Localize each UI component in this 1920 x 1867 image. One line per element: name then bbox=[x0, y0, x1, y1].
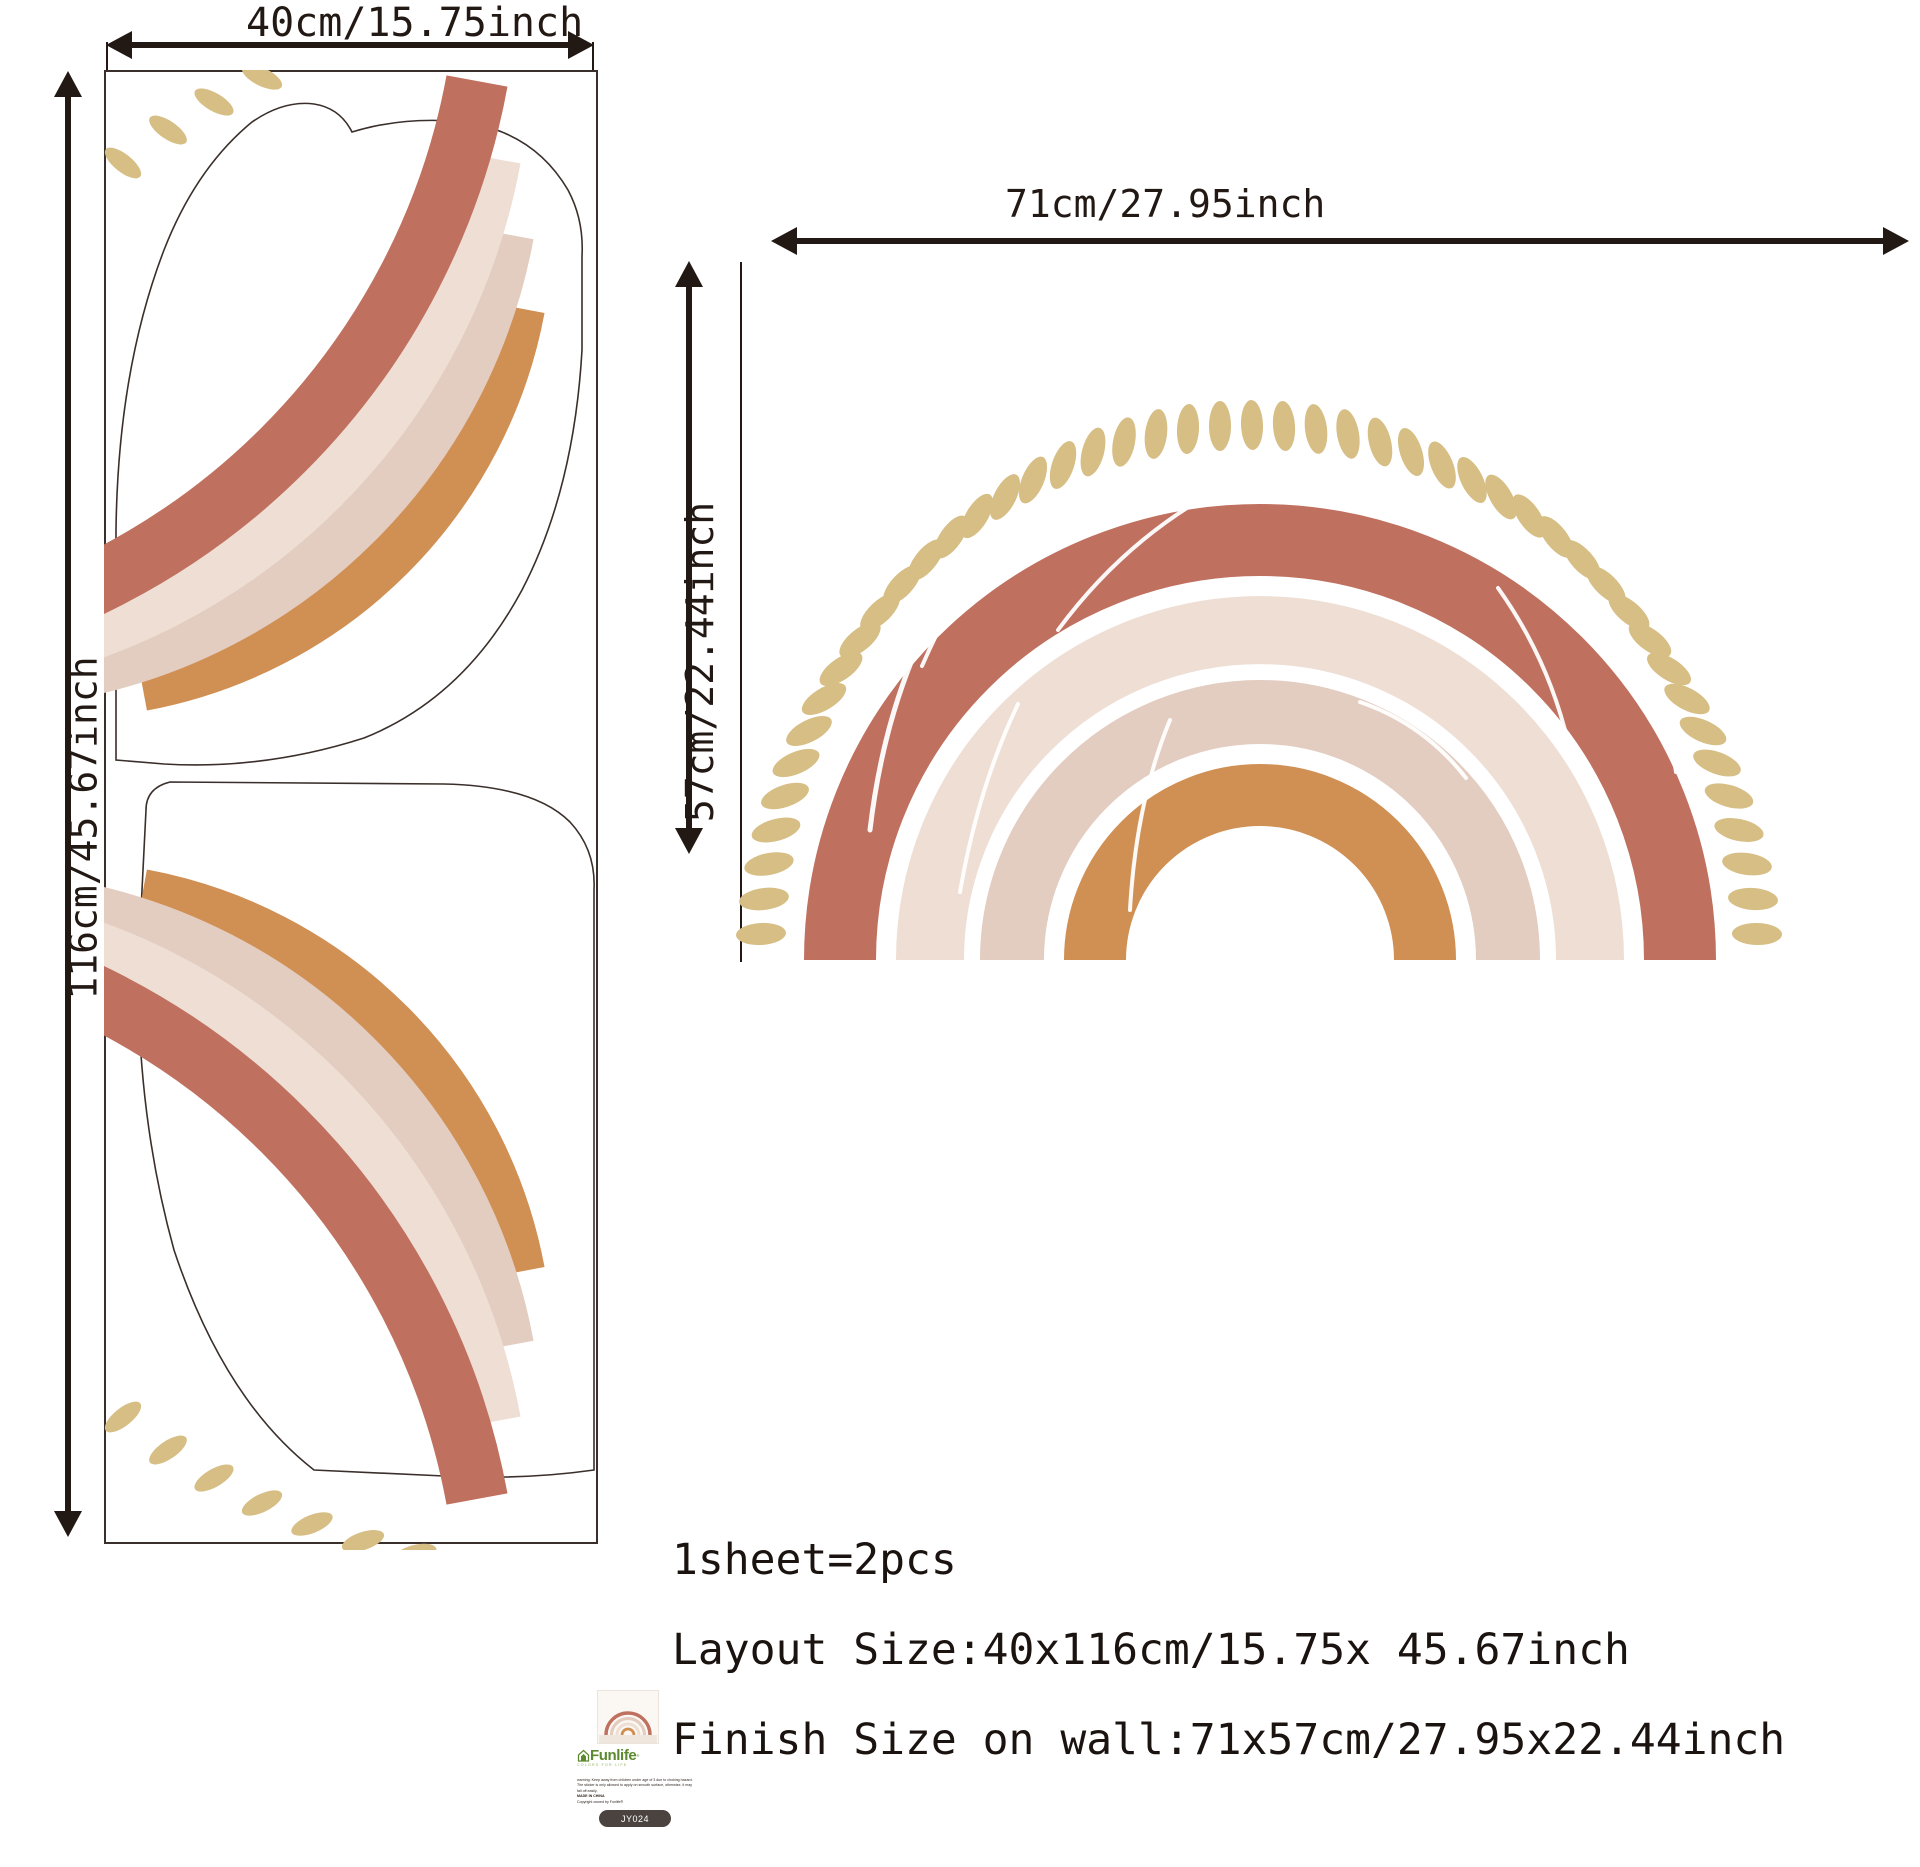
dimension-label-finish-width: 71cm/27.95inch bbox=[1005, 182, 1326, 226]
info-line-layout-size: Layout Size:40x116cm/15.75x 45.67inch bbox=[672, 1625, 1630, 1675]
gold-dash-ring bbox=[736, 400, 1782, 946]
arc-band-ochre bbox=[1064, 764, 1456, 961]
copyright-text: Copyright owned by Funlife® bbox=[577, 1799, 624, 1804]
gold-dash-arc-top bbox=[104, 70, 283, 179]
extension-line-right bbox=[592, 42, 594, 72]
arc-band-blush-mid bbox=[980, 680, 1540, 961]
arc-band-blush-light bbox=[896, 596, 1624, 961]
thumbnail-rainbow-icon bbox=[599, 1711, 657, 1743]
dimension-arrow-layout-height bbox=[54, 71, 82, 1537]
sheet-piece-bottom bbox=[104, 781, 595, 1550]
sku-badge: JY024 bbox=[599, 1810, 671, 1827]
brush-texture bbox=[867, 388, 1678, 912]
arc-band-terracotta bbox=[804, 504, 1716, 961]
product-label: Funlife ® COLORS FOR LIFE warning: Keep … bbox=[575, 1690, 695, 1850]
dimension-arrow-finish-height bbox=[675, 261, 703, 854]
extension-line-left bbox=[106, 42, 108, 72]
sheet-artwork bbox=[104, 70, 595, 1550]
brand-name: Funlife bbox=[590, 1747, 637, 1764]
finish-height-baseline bbox=[740, 262, 742, 962]
registered-mark: ® bbox=[636, 1753, 640, 1758]
dimension-arrow-layout-width bbox=[106, 31, 594, 59]
warning-line-2: The sticker is only allowed to apply on … bbox=[577, 1783, 693, 1793]
dimension-arrow-finish-width bbox=[771, 227, 1909, 255]
finished-rainbow-artwork bbox=[736, 388, 1782, 961]
house-icon bbox=[577, 1749, 590, 1762]
gold-dash-arc-bottom bbox=[104, 1401, 437, 1550]
product-thumbnail bbox=[597, 1690, 659, 1744]
info-line-sheet-count: 1sheet=2pcs bbox=[672, 1535, 957, 1585]
warning-text-block: warning: Keep away from children under a… bbox=[577, 1778, 695, 1805]
sheet-piece-top bbox=[104, 70, 584, 766]
brand-logo: Funlife ® COLORS FOR LIFE bbox=[577, 1748, 649, 1772]
info-line-finish-size: Finish Size on wall:71x57cm/27.95x22.44i… bbox=[672, 1715, 1786, 1765]
dimension-label-layout-width: 40cm/15.75inch bbox=[246, 0, 584, 46]
warning-line-1: warning: Keep away from children under a… bbox=[577, 1778, 693, 1782]
origin-text: MADE IN CHINA bbox=[577, 1794, 605, 1799]
brand-tagline: COLORS FOR LIFE bbox=[577, 1763, 628, 1767]
